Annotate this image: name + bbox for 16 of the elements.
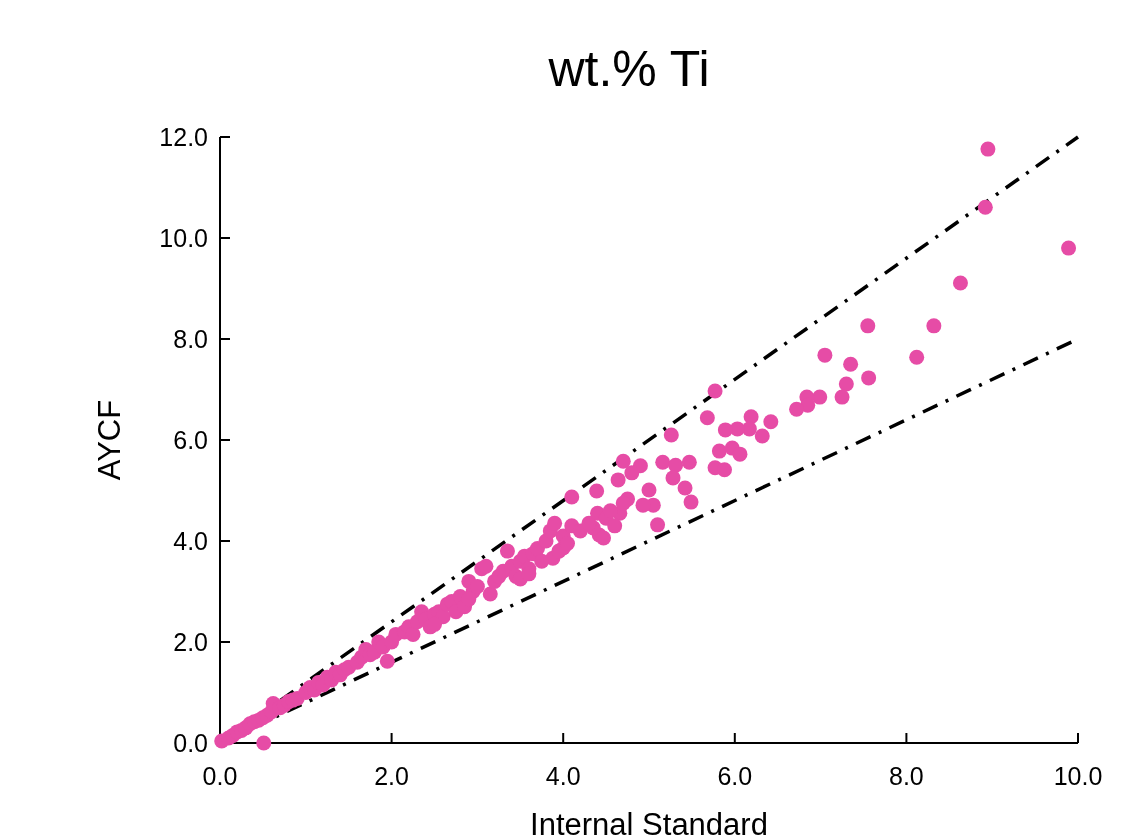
- x-tick-label: 0.0: [202, 762, 238, 790]
- y-tick-label: 6.0: [173, 426, 208, 454]
- y-tick-label: 8.0: [173, 325, 208, 353]
- y-axis-title: AYCF: [92, 399, 127, 481]
- y-tick-label: 10.0: [159, 224, 208, 252]
- x-tick-label: 6.0: [717, 762, 753, 790]
- chart-title: wt.% Ti: [547, 41, 710, 97]
- x-tick-label: 4.0: [545, 762, 581, 790]
- x-tick-label: 10.0: [1053, 762, 1103, 790]
- x-axis-title: Internal Standard: [530, 807, 768, 837]
- y-tick-label: 2.0: [173, 628, 208, 656]
- y-tick-label: 12.0: [159, 123, 208, 151]
- x-tick-label: 8.0: [889, 762, 924, 790]
- y-tick-label: 4.0: [173, 527, 208, 555]
- x-tick-label: 2.0: [374, 762, 409, 790]
- y-tick-label: 0.0: [173, 729, 208, 757]
